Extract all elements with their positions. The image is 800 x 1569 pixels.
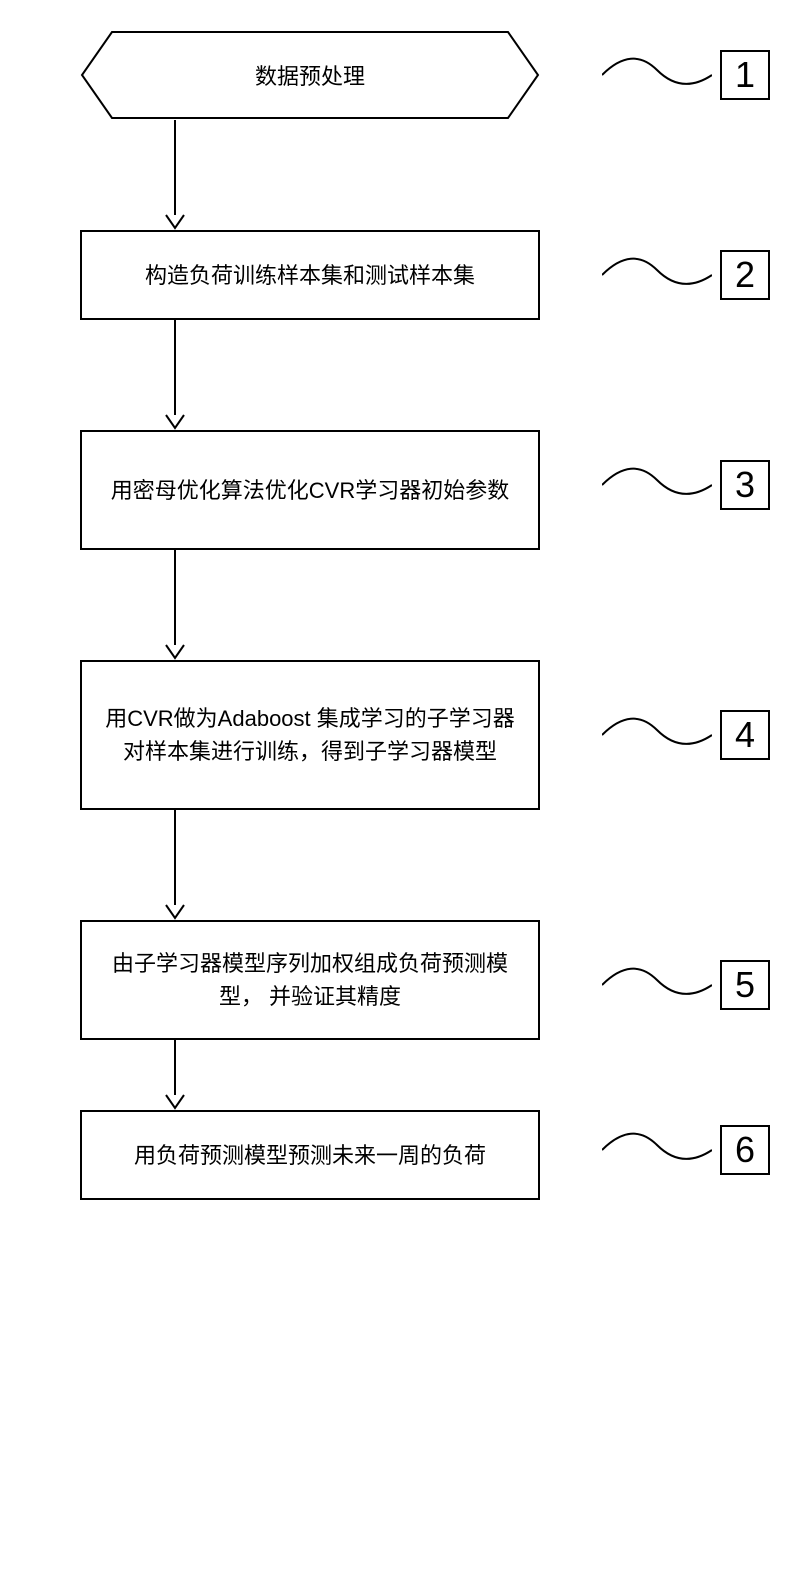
rect-node-3: 用密母优化算法优化CVR学习器初始参数 [80,430,540,550]
callout-number-3: 3 [720,460,770,510]
rect-node-4: 用CVR做为Adaboost 集成学习的子学习器对样本集进行训练，得到子学习器模… [80,660,540,810]
callout-curve-4 [602,710,712,760]
callout-number-2: 2 [720,250,770,300]
hexagon-node: 数据预处理 [80,30,540,120]
arrow-2-3 [160,320,620,430]
callout-5: 5 [602,960,770,1010]
step-row-2: 构造负荷训练样本集和测试样本集 2 [80,230,600,320]
node-label-4: 用CVR做为Adaboost 集成学习的子学习器对样本集进行训练，得到子学习器模… [102,702,518,768]
callout-number-1: 1 [720,50,770,100]
step-row-5: 由子学习器模型序列加权组成负荷预测模型， 并验证其精度 5 [80,920,600,1040]
arrow-svg-3 [160,550,190,660]
callout-2: 2 [602,250,770,300]
arrow-svg-4 [160,810,190,920]
arrow-1-2 [160,120,620,230]
step-row-6: 用负荷预测模型预测未来一周的负荷 6 [80,1110,600,1200]
arrow-svg-5 [160,1040,190,1110]
callout-curve-1 [602,50,712,100]
callout-curve-5 [602,960,712,1010]
step-row-1: 数据预处理 1 [80,30,600,120]
node-label-2: 构造负荷训练样本集和测试样本集 [145,259,475,292]
callout-number-6: 6 [720,1125,770,1175]
callout-4: 4 [602,710,770,760]
arrow-4-5 [160,810,620,920]
arrow-svg-2 [160,320,190,430]
callout-curve-3 [602,460,712,510]
node-label-6: 用负荷预测模型预测未来一周的负荷 [134,1139,486,1172]
callout-6: 6 [602,1125,770,1175]
step-row-4: 用CVR做为Adaboost 集成学习的子学习器对样本集进行训练，得到子学习器模… [80,660,600,810]
arrow-3-4 [160,550,620,660]
callout-curve-6 [602,1125,712,1175]
arrow-svg-1 [160,120,190,230]
callout-1: 1 [602,50,770,100]
callout-number-5: 5 [720,960,770,1010]
node-label-5: 由子学习器模型序列加权组成负荷预测模型， 并验证其精度 [102,947,518,1013]
callout-3: 3 [602,460,770,510]
node-label-1: 数据预处理 [126,59,494,91]
step-row-3: 用密母优化算法优化CVR学习器初始参数 3 [80,430,600,550]
node-label-3: 用密母优化算法优化CVR学习器初始参数 [111,474,509,507]
callout-curve-2 [602,250,712,300]
rect-node-5: 由子学习器模型序列加权组成负荷预测模型， 并验证其精度 [80,920,540,1040]
rect-node-6: 用负荷预测模型预测未来一周的负荷 [80,1110,540,1200]
flowchart-container: 数据预处理 1 构造负荷训练样本集和测试样本集 2 [80,30,600,1200]
arrow-5-6 [160,1040,620,1110]
rect-node-2: 构造负荷训练样本集和测试样本集 [80,230,540,320]
callout-number-4: 4 [720,710,770,760]
